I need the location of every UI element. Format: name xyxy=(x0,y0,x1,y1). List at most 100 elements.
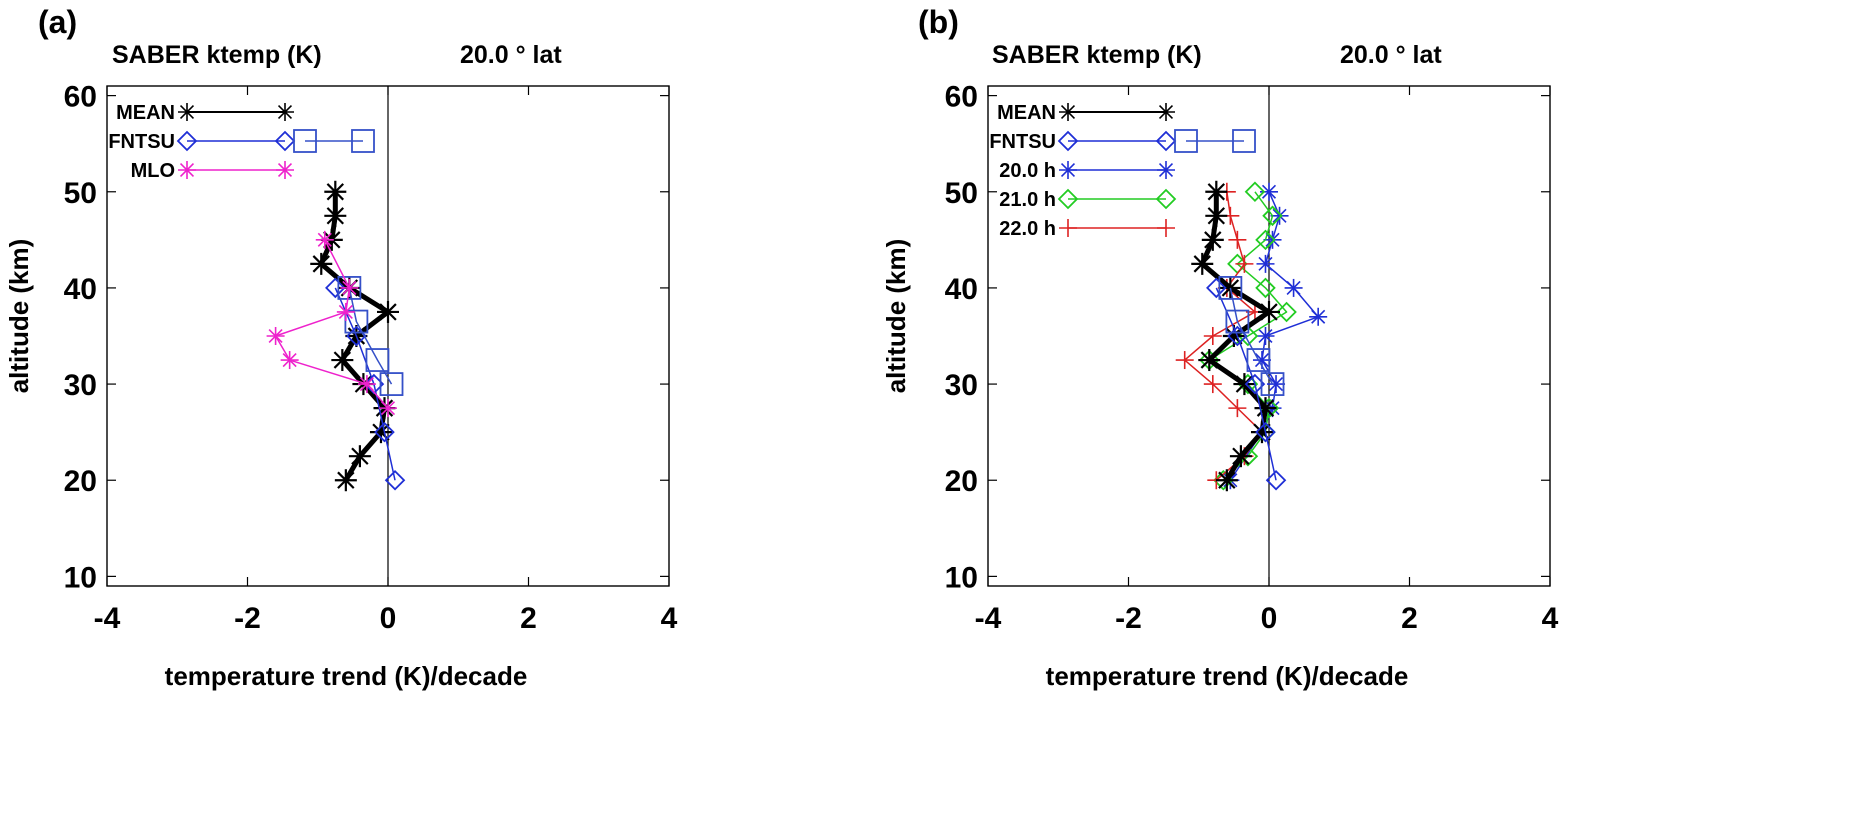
chart-latitude: 20.0 ° lat xyxy=(1340,41,1442,69)
data-point xyxy=(1267,375,1286,394)
data-point xyxy=(365,348,390,372)
chart-title: SABER ktemp (K) xyxy=(992,41,1202,69)
x-tick-label: -2 xyxy=(234,602,261,635)
x-tick-label: 0 xyxy=(1261,602,1278,635)
data-point xyxy=(1255,421,1276,443)
legend-marker xyxy=(1059,161,1077,179)
legend-marker xyxy=(1059,219,1077,237)
data-point xyxy=(340,278,359,297)
data-point xyxy=(1244,181,1266,203)
y-tick-label: 20 xyxy=(64,465,97,498)
data-point xyxy=(1215,469,1238,492)
y-tick-label: 10 xyxy=(64,561,97,594)
x-tick-label: -2 xyxy=(1115,602,1142,635)
data-point xyxy=(1175,351,1194,370)
data-point xyxy=(348,445,371,468)
legend-marker xyxy=(1057,188,1079,210)
legend-label: 21.0 h xyxy=(999,189,1056,211)
series-line xyxy=(348,287,393,385)
chart-title: SABER ktemp (K) xyxy=(112,41,322,69)
y-tick-label: 30 xyxy=(64,369,97,402)
legend-label: FNTSU xyxy=(108,131,175,153)
data-point xyxy=(1262,205,1283,227)
chart-panel-b: (b) SABER ktemp (K) 20.0 ° lat -4 -2 0 2 4 10 20 3… xyxy=(881,4,1559,691)
data-point xyxy=(379,399,397,418)
data-point xyxy=(1228,230,1247,249)
x-tick-label: 4 xyxy=(1542,602,1559,635)
legend-marker xyxy=(178,103,196,121)
chart-latitude: 20.0 ° lat xyxy=(460,41,562,69)
data-point xyxy=(1255,277,1276,299)
data-point xyxy=(1191,252,1214,275)
data-point xyxy=(1205,180,1228,203)
legend-marker xyxy=(1157,219,1175,237)
data-point xyxy=(374,421,395,443)
data-point xyxy=(1254,397,1277,420)
legend-marker xyxy=(1232,129,1256,153)
series-mean xyxy=(310,180,399,492)
panel-label: (a) xyxy=(38,4,77,40)
data-point xyxy=(357,375,376,394)
data-point xyxy=(1233,373,1256,396)
legend-label: FNTSU xyxy=(989,131,1056,153)
data-point xyxy=(369,421,392,444)
legend-label: MEAN xyxy=(997,102,1056,124)
y-tick-label: 30 xyxy=(945,369,978,402)
x-tick-label: 2 xyxy=(1401,602,1418,635)
legend-marker xyxy=(1157,103,1175,121)
legend-marker xyxy=(1155,130,1177,152)
y-tick-label: 40 xyxy=(64,273,97,306)
data-point xyxy=(337,276,362,300)
data-point xyxy=(1270,206,1289,225)
data-point xyxy=(1205,204,1228,227)
data-point xyxy=(1265,469,1287,491)
legend-marker xyxy=(1059,103,1077,121)
data-point xyxy=(325,277,346,299)
legend-marker xyxy=(276,103,294,121)
series-fntsu xyxy=(1206,277,1287,491)
y-tick-label: 50 xyxy=(64,177,97,210)
data-point xyxy=(1206,277,1227,299)
legend-marker xyxy=(293,129,317,153)
data-point xyxy=(1218,276,1243,300)
data-point xyxy=(1256,254,1275,273)
series-mean xyxy=(1191,180,1280,492)
x-axis-label: temperature trend (K)/decade xyxy=(165,661,528,691)
data-point xyxy=(334,469,357,492)
data-point xyxy=(1229,445,1252,468)
y-tick-label: 60 xyxy=(945,81,978,114)
legend-marker xyxy=(1174,129,1198,153)
data-point xyxy=(1260,372,1285,396)
data-point xyxy=(324,204,347,227)
series-fntsu-2 xyxy=(1218,276,1285,396)
data-point xyxy=(384,469,406,491)
y-tick-label: 60 xyxy=(64,81,97,114)
data-point xyxy=(1201,228,1224,251)
data-point xyxy=(266,327,285,345)
data-point xyxy=(1225,309,1250,334)
data-point xyxy=(344,309,369,334)
legend-marker xyxy=(274,130,296,152)
legend: MEAN FNTSU MLO xyxy=(108,102,375,182)
y-axis-label: altitude (km) xyxy=(4,239,34,394)
legend-label: MEAN xyxy=(116,102,175,124)
data-point xyxy=(315,230,334,249)
legend-label: MLO xyxy=(131,160,175,182)
data-point xyxy=(1256,327,1275,345)
data-point xyxy=(1203,375,1222,394)
data-point xyxy=(1198,349,1221,372)
chart-panel-a: (a) SABER ktemp (K) 20.0 ° lat -4 -2 0 2 4 10 20 3… xyxy=(4,4,678,691)
x-tick-label: 2 xyxy=(520,602,537,635)
x-tick-label: -4 xyxy=(975,602,1002,635)
x-tick-label: -4 xyxy=(94,602,121,635)
legend-marker xyxy=(1157,161,1175,179)
data-point xyxy=(331,349,354,372)
legend-label: 22.0 h xyxy=(999,218,1056,240)
data-point xyxy=(1203,327,1222,345)
panel-label: (b) xyxy=(918,4,959,40)
x-axis-label: temperature trend (K)/decade xyxy=(1046,661,1409,691)
legend-marker xyxy=(178,161,196,179)
x-tick-label: 4 xyxy=(661,602,678,635)
y-tick-label: 40 xyxy=(945,273,978,306)
